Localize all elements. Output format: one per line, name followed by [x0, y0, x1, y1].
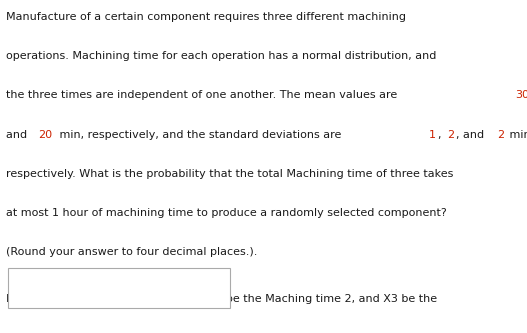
Text: ,: , — [438, 130, 445, 140]
Text: operations. Machining time for each operation has a normal distribution, and: operations. Machining time for each oper… — [6, 51, 437, 61]
Text: min, respectively, and the standard deviations are: min, respectively, and the standard devi… — [56, 130, 345, 140]
Text: 30: 30 — [516, 90, 527, 100]
Text: Hint: Let X1 be the Maching time 1, X2 be the Maching time 2, and X3 be the: Hint: Let X1 be the Maching time 1, X2 b… — [6, 294, 437, 304]
Text: respectively. What is the probability that the total Machining time of three tak: respectively. What is the probability th… — [6, 169, 454, 179]
Text: and: and — [6, 130, 31, 140]
Text: 2: 2 — [497, 130, 504, 140]
Text: Manufacture of a certain component requires three different machining: Manufacture of a certain component requi… — [6, 12, 406, 22]
Text: 2: 2 — [447, 130, 454, 140]
Text: the three times are independent of one another. The mean values are: the three times are independent of one a… — [6, 90, 401, 100]
Text: , and: , and — [456, 130, 488, 140]
Text: at most 1 hour of machining time to produce a randomly selected component?: at most 1 hour of machining time to prod… — [6, 208, 447, 218]
Text: min,: min, — [506, 130, 527, 140]
Bar — [8, 268, 230, 308]
Text: 1: 1 — [429, 130, 436, 140]
Text: 20: 20 — [38, 130, 52, 140]
Text: (Round your answer to four decimal places.).: (Round your answer to four decimal place… — [6, 247, 258, 257]
